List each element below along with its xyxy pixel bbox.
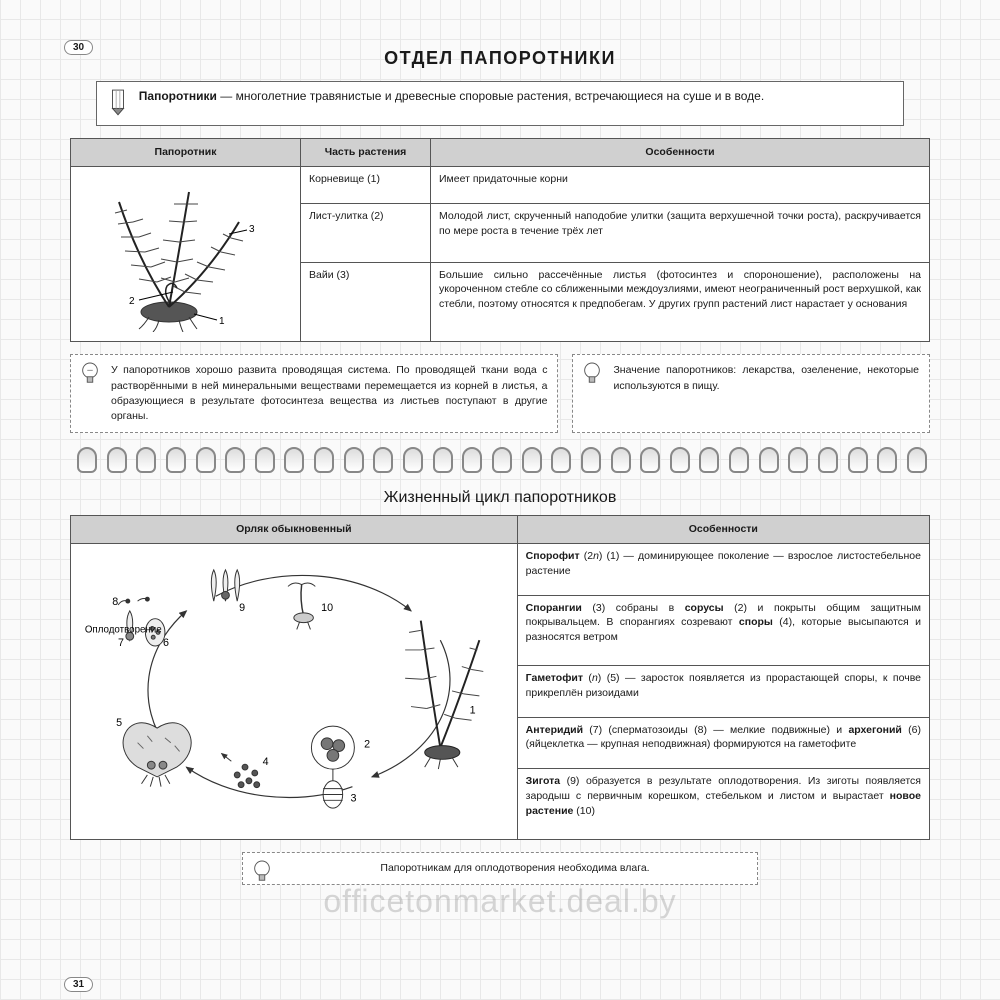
lifecycle-title: Жизненный цикл папоротников: [70, 489, 930, 507]
page-content: ОТДЕЛ ПАПОРОТНИКИ Папоротники — многолет…: [70, 48, 930, 885]
note-uses: Значение папоротников: лекарства, озелен…: [572, 354, 930, 433]
definition-box: Папоротники — многолетние травянистые и …: [96, 81, 904, 126]
lc-row-3: Гаметофит (n) (5) — заросток появляется …: [517, 665, 929, 717]
lc-row-5: Зигота (9) образуется в результате оплод…: [517, 769, 929, 839]
feat-2: Молодой лист, скрученный наподобие улитк…: [431, 203, 930, 262]
svg-text:5: 5: [116, 717, 122, 729]
feat-1: Имеет придаточные корни: [431, 166, 930, 203]
pencil-icon: [107, 88, 129, 119]
watermark: officetonmarket.deal.by: [0, 883, 1000, 920]
lifecycle-table: Орляк обыкновенный Особенности: [70, 515, 930, 839]
th-bracken: Орляк обыкновенный: [71, 516, 518, 544]
svg-text:1: 1: [219, 316, 225, 327]
th-feat2: Особенности: [517, 516, 929, 544]
page-number-bottom: 31: [64, 977, 93, 992]
lc-row-4: Антеридий (7) (сперматозоиды (8) — мелки…: [517, 717, 929, 769]
svg-text:2: 2: [364, 739, 370, 751]
svg-text:9: 9: [239, 602, 245, 614]
part-1: Корневище (1): [301, 166, 431, 203]
definition-text: Папоротники — многолетние травянистые и …: [139, 88, 764, 105]
spiral-binding: [70, 447, 930, 479]
th-part: Часть растения: [301, 139, 431, 167]
note-moisture: Папоротникам для оплодотворения необходи…: [242, 852, 758, 885]
lifecycle-diagram: 1 2 3: [79, 549, 509, 829]
bulb-icon: [581, 361, 603, 387]
lifecycle-diagram-cell: 1 2 3: [71, 543, 518, 839]
svg-text:Оплодотворение: Оплодотворение: [85, 624, 162, 635]
lc-row-2: Спорангии (3) собраны в сорусы (2) и пок…: [517, 595, 929, 665]
feat-3: Большие сильно рассечённые листья (фотос…: [431, 262, 930, 342]
fern-parts-table: Папоротник Часть растения Особенности: [70, 138, 930, 342]
svg-text:6: 6: [163, 637, 169, 649]
page-title: ОТДЕЛ ПАПОРОТНИКИ: [70, 48, 930, 69]
lc-row-1: Спорофит (2n) (1) — доминирующее поколен…: [517, 543, 929, 595]
svg-text:3: 3: [249, 224, 255, 235]
fern-illustration: 1 2 3: [79, 172, 279, 332]
note-conducting-system: У папоротников хорошо развита проводящая…: [70, 354, 558, 433]
svg-text:8: 8: [112, 596, 118, 608]
fern-image-cell: 1 2 3: [71, 166, 301, 342]
part-2: Лист-улитка (2): [301, 203, 431, 262]
page-number-top: 30: [64, 40, 93, 55]
th-feat: Особенности: [431, 139, 930, 167]
th-fern: Папоротник: [71, 139, 301, 167]
bulb-icon: [251, 859, 273, 885]
svg-text:3: 3: [350, 792, 356, 804]
svg-text:1: 1: [470, 704, 476, 716]
bulb-icon: [79, 361, 101, 387]
notes-row: У папоротников хорошо развита проводящая…: [70, 354, 930, 433]
svg-text:4: 4: [263, 756, 269, 768]
svg-text:2: 2: [129, 296, 135, 307]
svg-text:7: 7: [118, 637, 124, 649]
part-3: Вайи (3): [301, 262, 431, 342]
svg-text:10: 10: [321, 602, 333, 614]
